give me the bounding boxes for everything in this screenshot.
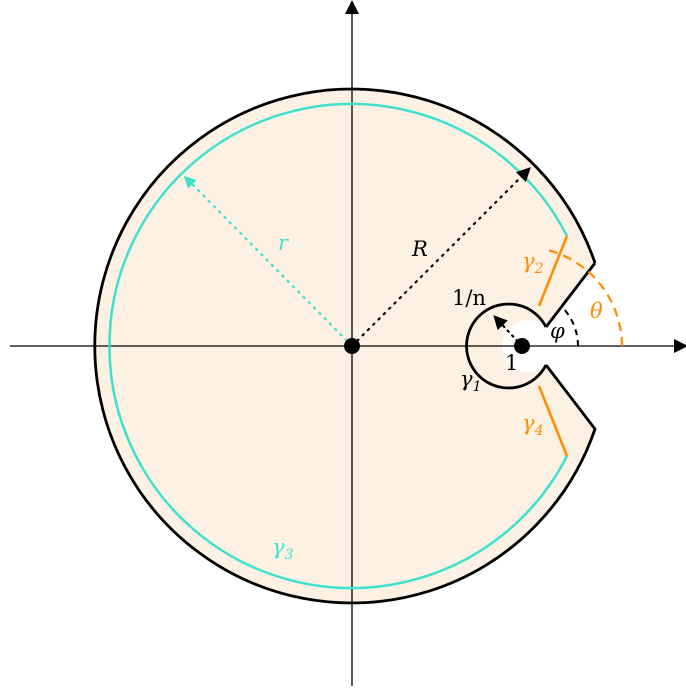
gamma4-segment	[537, 385, 569, 457]
label-gamma4: γ4	[522, 411, 543, 439]
point-one	[514, 338, 530, 354]
gamma2-segment	[537, 235, 569, 307]
radius-r	[183, 175, 354, 348]
label-theta: θ	[590, 299, 603, 323]
label-R: R	[411, 237, 428, 261]
label-phi: φ	[550, 319, 565, 343]
gamma1-semicircle	[465, 302, 548, 390]
origin-point	[344, 338, 360, 354]
label-one-over-n: 1/n	[452, 286, 486, 310]
inner-circle-arc	[108, 102, 569, 590]
label-gamma3: γ3	[272, 535, 294, 563]
label-r: r	[278, 231, 290, 255]
label-gamma1: γ1	[460, 367, 481, 395]
label-one: 1	[505, 351, 518, 375]
label-gamma2: γ2	[522, 249, 544, 277]
theta-angle-arc	[543, 247, 624, 347]
keyhole-contour	[93, 87, 597, 605]
phi-angle-arc	[561, 306, 579, 347]
